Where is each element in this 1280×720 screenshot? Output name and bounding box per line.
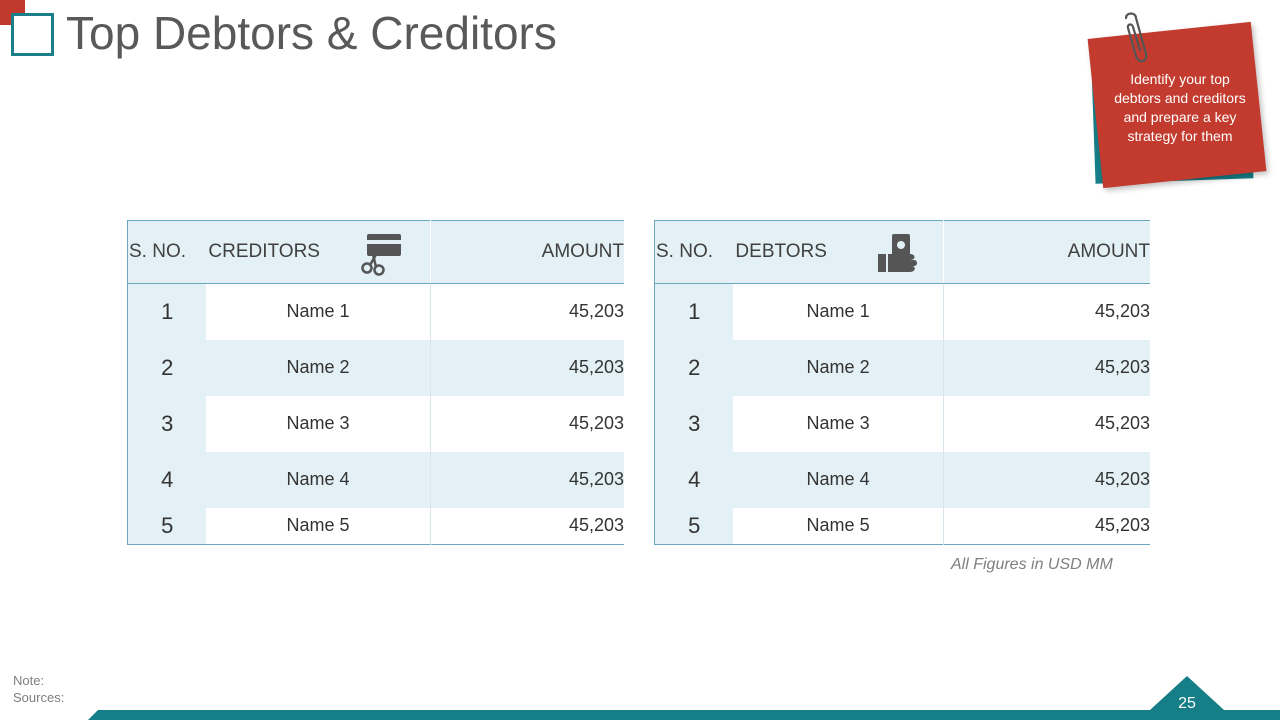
table-row: 2 Name 2 45,203 bbox=[654, 339, 1150, 396]
debtor-name: Name 3 bbox=[733, 395, 944, 452]
debtor-name: Name 1 bbox=[733, 283, 944, 340]
note-label: Note: bbox=[13, 673, 45, 688]
creditor-amount: 45,203 bbox=[429, 451, 624, 508]
logo-teal-square bbox=[11, 13, 54, 56]
row-number: 5 bbox=[127, 507, 207, 545]
page-number-badge bbox=[1150, 676, 1224, 720]
creditor-name: Name 2 bbox=[206, 339, 431, 396]
row-number: 1 bbox=[127, 283, 207, 340]
page-title: Top Debtors & Creditors bbox=[66, 7, 557, 59]
row-number: 4 bbox=[127, 451, 207, 508]
table-row: 3 Name 3 45,203 bbox=[654, 395, 1150, 452]
credit-card-scissors-icon bbox=[361, 234, 402, 276]
creditor-amount: 45,203 bbox=[429, 339, 624, 396]
debtors-table: S. NO. DEBTORS AMOUNT 1 Name 1 45,203 2 … bbox=[654, 220, 1150, 545]
sno-header: S. NO. bbox=[654, 220, 734, 284]
debtor-amount: 45,203 bbox=[942, 339, 1150, 396]
debtor-amount: 45,203 bbox=[942, 395, 1150, 452]
table-header-row: S. NO. CREDITORS AMOUNT bbox=[127, 220, 624, 284]
row-number: 4 bbox=[654, 451, 734, 508]
table-row: 3 Name 3 45,203 bbox=[127, 395, 624, 452]
row-number: 3 bbox=[654, 395, 734, 452]
sticky-note-text: Identify your top debtors and creditors … bbox=[1114, 71, 1246, 144]
creditors-table: S. NO. CREDITORS AMOUNT 1 Name 1 45,203 bbox=[127, 220, 624, 545]
row-number: 5 bbox=[654, 507, 734, 545]
debtor-name: Name 4 bbox=[733, 451, 944, 508]
table-row: 2 Name 2 45,203 bbox=[127, 339, 624, 396]
amount-header: AMOUNT bbox=[942, 220, 1150, 284]
row-number: 3 bbox=[127, 395, 207, 452]
creditors-header-label: CREDITORS bbox=[208, 241, 320, 262]
notes-block: Note: Sources: bbox=[13, 672, 64, 706]
creditor-amount: 45,203 bbox=[429, 395, 624, 452]
figures-footnote: All Figures in USD MM bbox=[951, 556, 1113, 573]
debtor-amount: 45,203 bbox=[942, 451, 1150, 508]
hand-holding-money-icon bbox=[878, 234, 918, 272]
creditor-name: Name 4 bbox=[206, 451, 431, 508]
creditor-name: Name 5 bbox=[206, 507, 431, 545]
row-number: 2 bbox=[654, 339, 734, 396]
sno-header: S. NO. bbox=[127, 220, 207, 284]
debtor-name: Name 5 bbox=[733, 507, 944, 545]
creditor-name: Name 1 bbox=[206, 283, 431, 340]
row-number: 1 bbox=[654, 283, 734, 340]
table-row: 5 Name 5 45,203 bbox=[654, 507, 1150, 545]
table-row: 4 Name 4 45,203 bbox=[654, 451, 1150, 508]
paperclip-icon bbox=[1124, 12, 1148, 63]
debtors-header-label: DEBTORS bbox=[735, 241, 827, 262]
creditor-name: Name 3 bbox=[206, 395, 431, 452]
page-number: 25 bbox=[1178, 695, 1196, 712]
creditor-amount: 45,203 bbox=[429, 283, 624, 340]
table-row: 5 Name 5 45,203 bbox=[127, 507, 624, 545]
debtor-amount: 45,203 bbox=[942, 507, 1150, 545]
sources-label: Sources: bbox=[13, 690, 65, 705]
creditors-header: CREDITORS bbox=[206, 220, 431, 284]
row-number: 2 bbox=[127, 339, 207, 396]
bottom-bar bbox=[88, 710, 1280, 720]
amount-header: AMOUNT bbox=[429, 220, 624, 284]
table-row: 1 Name 1 45,203 bbox=[654, 283, 1150, 340]
table-header-row: S. NO. DEBTORS AMOUNT bbox=[654, 220, 1150, 284]
debtor-name: Name 2 bbox=[733, 339, 944, 396]
creditor-amount: 45,203 bbox=[429, 507, 624, 545]
table-row: 1 Name 1 45,203 bbox=[127, 283, 624, 340]
debtors-header: DEBTORS bbox=[733, 220, 944, 284]
debtor-amount: 45,203 bbox=[942, 283, 1150, 340]
table-row: 4 Name 4 45,203 bbox=[127, 451, 624, 508]
